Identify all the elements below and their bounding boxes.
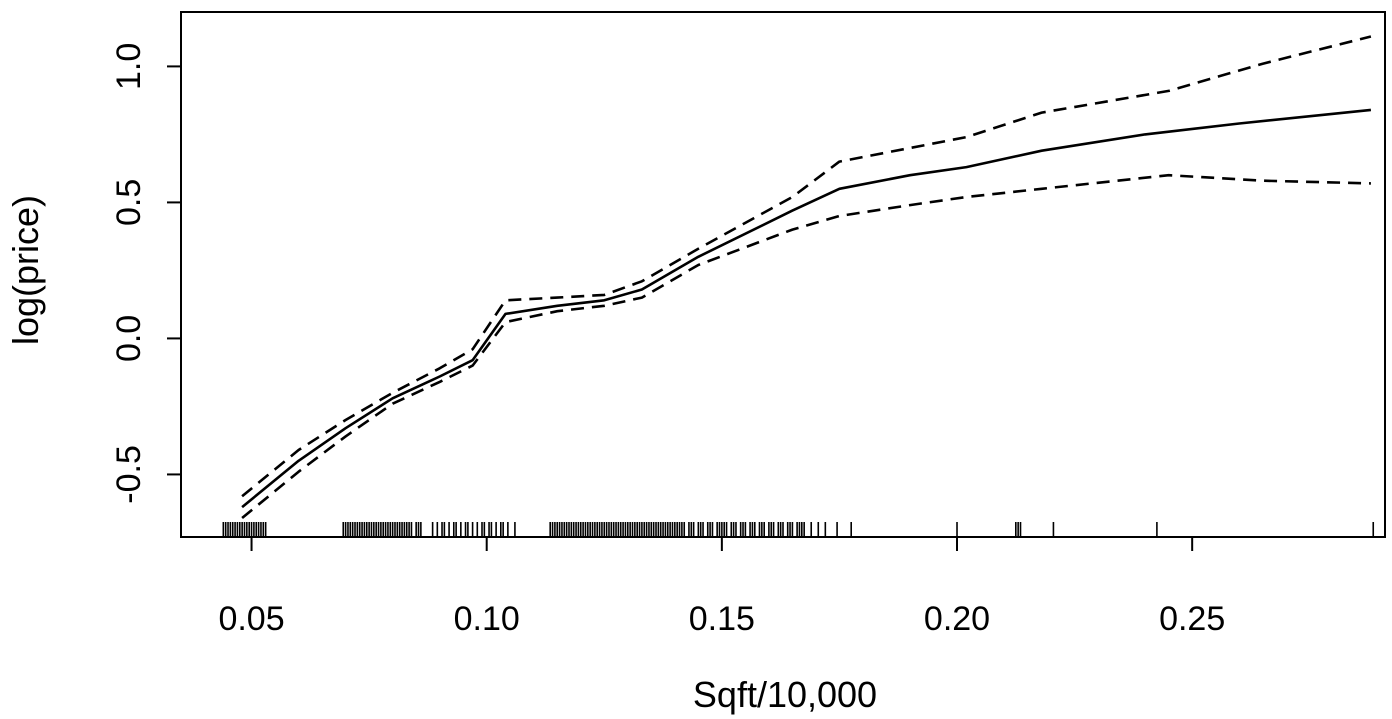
y-tick-label: -0.5 [110,445,148,504]
confidence-band-line [241,173,1371,520]
series-lines [241,35,1372,520]
confidence-band-line [241,35,1372,498]
x-tick-label: 0.25 [1159,600,1225,638]
y-tick-label: 0.5 [110,179,148,226]
x-axis-label: Sqft/10,000 [693,674,877,715]
y-axis: -0.5 0.0 0.5 1.0 [110,43,182,504]
x-axis: 0.05 0.10 0.15 0.20 0.25 [218,536,1225,638]
x-tick-label: 0.20 [924,600,990,638]
rug-marks [222,522,1375,537]
x-tick-label: 0.10 [454,600,520,638]
y-tick-label: 0.0 [110,315,148,362]
x-tick-label: 0.15 [689,600,755,638]
y-axis-label: log(price) [5,195,46,345]
y-tick-label: 1.0 [110,43,148,90]
fit-line [241,108,1372,509]
x-tick-label: 0.05 [218,600,284,638]
